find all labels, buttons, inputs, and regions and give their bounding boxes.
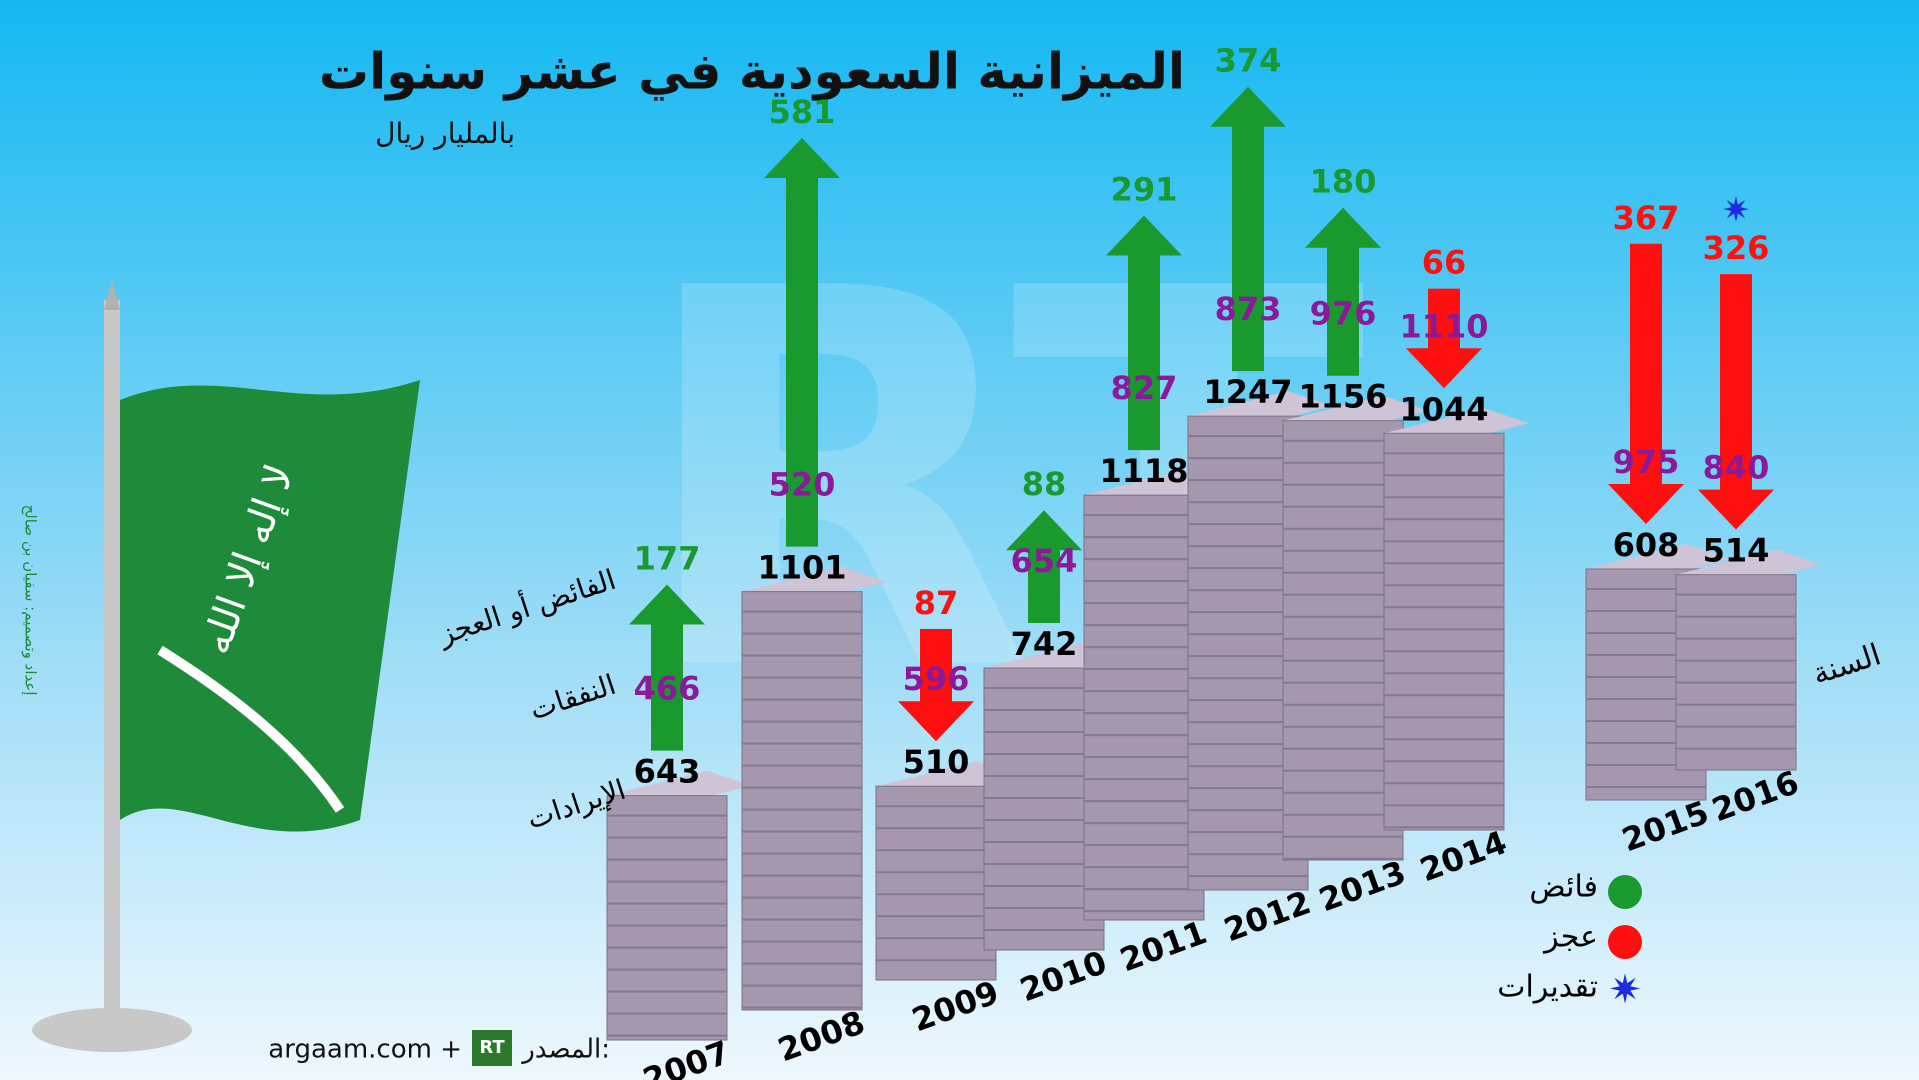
balance-label: 374 bbox=[1215, 42, 1282, 80]
deficit-arrow bbox=[1406, 288, 1482, 389]
source-logo-box bbox=[472, 1030, 512, 1066]
balance-label: 367 bbox=[1613, 199, 1680, 237]
expense-label: 976 bbox=[1310, 295, 1377, 333]
balance-label: 87 bbox=[914, 584, 959, 622]
balance-label: 177 bbox=[634, 539, 701, 577]
flag: ﻻ إله إلا الله bbox=[32, 280, 420, 1052]
money-stack bbox=[1083, 494, 1205, 921]
revenue-label: 1101 bbox=[757, 549, 846, 587]
money-stack bbox=[1675, 574, 1797, 771]
surplus-arrow bbox=[1305, 207, 1381, 376]
credit: إعداد وتصميم: سفيان بن صالح bbox=[22, 505, 40, 696]
surplus-arrow bbox=[1106, 215, 1182, 451]
revenue-label: 608 bbox=[1613, 526, 1680, 564]
deficit-arrow bbox=[1698, 274, 1774, 530]
deficit-arrow bbox=[898, 629, 974, 742]
balance-label: 88 bbox=[1022, 465, 1067, 503]
money-stack bbox=[1383, 432, 1505, 831]
revenue-label: 1044 bbox=[1399, 390, 1488, 428]
surplus-arrow bbox=[1006, 510, 1082, 624]
revenue-label: 643 bbox=[634, 753, 701, 791]
expense-label: 466 bbox=[634, 670, 701, 708]
deficit-arrow bbox=[1608, 243, 1684, 524]
balance-label: 326 bbox=[1703, 229, 1770, 267]
source-label: المصدر: bbox=[520, 1035, 610, 1065]
balance-label: 180 bbox=[1310, 163, 1377, 201]
balance-label: 66 bbox=[1422, 244, 1467, 282]
expense-label: 596 bbox=[903, 660, 970, 698]
expense-label: 1110 bbox=[1399, 307, 1488, 345]
surplus-arrow bbox=[629, 584, 705, 751]
expense-label: 827 bbox=[1111, 369, 1178, 407]
surplus-arrow bbox=[764, 138, 840, 547]
expense-label: 654 bbox=[1011, 542, 1078, 580]
source-logo: RT bbox=[479, 1037, 505, 1058]
revenue-label: 742 bbox=[1011, 625, 1078, 663]
revenue-label: 510 bbox=[903, 743, 970, 781]
expense-label: 840 bbox=[1703, 449, 1770, 487]
revenue-label: 1156 bbox=[1298, 378, 1387, 416]
legend-swatch: ✷ bbox=[1608, 967, 1642, 1013]
revenue-label: 1118 bbox=[1099, 452, 1188, 490]
chart-title: الميزانية السعودية في عشر سنوات bbox=[319, 43, 1185, 102]
money-stack bbox=[1282, 420, 1404, 861]
source-text: argaam.com + bbox=[268, 1035, 462, 1065]
revenue-label: 1247 bbox=[1203, 373, 1292, 411]
balance-label: 291 bbox=[1111, 171, 1178, 209]
legend-label: عجز bbox=[1542, 920, 1598, 955]
money-stack bbox=[875, 785, 997, 981]
expense-label: 873 bbox=[1215, 290, 1282, 328]
legend-swatch bbox=[1608, 875, 1642, 909]
legend-label: فائض bbox=[1529, 870, 1598, 905]
balance-label: 581 bbox=[769, 93, 836, 131]
money-stack bbox=[606, 795, 728, 1041]
chart-subtitle: بالمليار ريال bbox=[375, 117, 515, 150]
surplus-arrow bbox=[1210, 86, 1286, 372]
expense-label: 975 bbox=[1613, 443, 1680, 481]
legend-swatch bbox=[1608, 925, 1642, 959]
legend-label: تقديرات bbox=[1497, 970, 1598, 1005]
money-stack bbox=[741, 591, 863, 1011]
expense-label: 520 bbox=[769, 466, 836, 504]
estimate-star: ✷ bbox=[1722, 191, 1751, 231]
revenue-label: 514 bbox=[1703, 532, 1770, 570]
